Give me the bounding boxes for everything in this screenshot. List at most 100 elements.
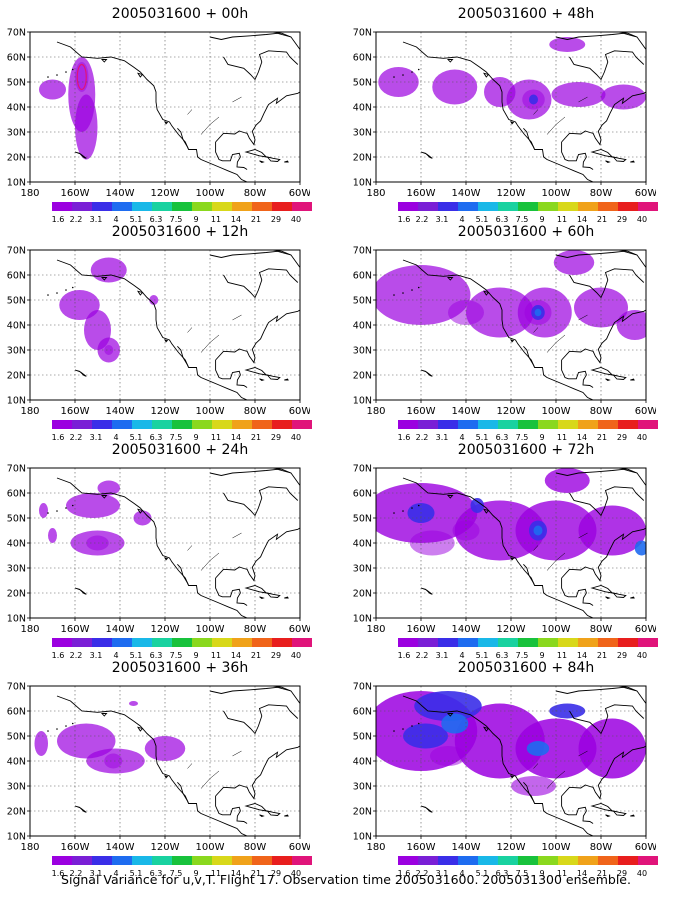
colorbar-swatch: [292, 638, 312, 647]
colorbar-swatch: [292, 856, 312, 865]
lon-tick-label: 80W: [590, 842, 613, 853]
variance-core: [534, 308, 542, 317]
lon-tick-label: 100W: [196, 624, 225, 635]
variance-core: [526, 741, 550, 756]
lon-tick-label: 120W: [497, 842, 526, 853]
colorbar-label: 1.6: [398, 869, 410, 878]
colorbar-swatch: [538, 856, 559, 865]
colorbar-swatch: [252, 202, 273, 211]
colorbar-swatch: [292, 202, 312, 211]
colorbar-label: 5.1: [476, 433, 489, 442]
variance-contour: [376, 265, 471, 325]
colorbar-swatch: [478, 638, 499, 647]
lon-tick-label: 120W: [497, 406, 526, 417]
colorbar-label: 7.5: [170, 869, 183, 878]
colorbar-label: 3.1: [436, 215, 449, 224]
colorbar-label: 40: [291, 215, 301, 224]
colorbar-swatch: [498, 420, 519, 429]
colorbar-swatch: [52, 420, 73, 429]
colorbar-label: 40: [291, 433, 301, 442]
colorbar-swatch: [498, 856, 519, 865]
colorbar-label: 40: [637, 869, 647, 878]
graticule: [376, 32, 646, 182]
colorbar-swatch: [638, 420, 658, 429]
colorbar-label: 21: [597, 433, 607, 442]
colorbar-swatch: [418, 638, 439, 647]
colorbar-label: 14: [577, 215, 587, 224]
coastlines: [393, 32, 646, 182]
lat-tick-label: 30N: [7, 782, 26, 793]
colorbar-label: 1.6: [398, 433, 410, 442]
lon-tick-label: 180: [20, 624, 39, 635]
colorbar-swatch: [478, 202, 499, 211]
colorbar-swatch: [72, 856, 93, 865]
lat-tick-label: 60N: [7, 53, 26, 64]
lon-tick-label: 160W: [407, 842, 436, 853]
variance-contour: [97, 480, 120, 496]
variance-contour: [515, 500, 597, 561]
panel-title: 2005031600 + 24h: [111, 442, 249, 458]
colorbar-label: 11: [557, 869, 567, 878]
colorbar-swatch: [578, 856, 599, 865]
colorbar-label: 14: [231, 215, 241, 224]
panel-title: 2005031600 + 12h: [111, 224, 249, 240]
colorbar-swatch: [132, 202, 153, 211]
lon-tick-label: 120W: [497, 624, 526, 635]
variance-core: [634, 540, 646, 556]
lon-tick-label: 140W: [452, 188, 481, 199]
colorbar-label: 11: [211, 433, 221, 442]
colorbar-label: 11: [557, 433, 567, 442]
lat-tick-label: 30N: [7, 346, 26, 357]
colorbar-label: 4: [113, 433, 118, 442]
colorbar-swatch: [252, 638, 273, 647]
colorbar-label: 40: [637, 215, 647, 224]
colorbar-swatch: [252, 420, 273, 429]
colorbar-label: 14: [577, 869, 587, 878]
colorbar-swatch: [518, 420, 539, 429]
colorbar-label: 3.1: [90, 215, 103, 224]
colorbar-swatch: [518, 856, 539, 865]
variance-contour: [553, 250, 595, 275]
colorbar-swatch: [72, 420, 93, 429]
variance-field: [59, 257, 159, 363]
colorbar-label: 21: [597, 215, 607, 224]
lat-tick-label: 30N: [353, 346, 372, 357]
colorbar-swatch: [418, 856, 439, 865]
colorbar-swatch: [578, 202, 599, 211]
colorbar-swatch: [72, 638, 93, 647]
forecast-panel: 2005031600 + 12h 70N 60N 50N 40N 30N 20N 10N 180…: [0, 224, 312, 442]
colorbar-swatch: [272, 856, 293, 865]
lat-tick-label: 50N: [353, 296, 372, 307]
variance-contour: [551, 82, 606, 107]
colorbar-label: 7.5: [516, 651, 529, 660]
colorbar-swatch: [398, 856, 419, 865]
variance-contour: [448, 300, 484, 325]
colorbar-label: 4: [459, 869, 464, 878]
variance-core: [76, 63, 87, 91]
lon-tick-label: 100W: [542, 188, 571, 199]
colorbar-label: 29: [617, 433, 627, 442]
lat-tick-label: 50N: [7, 514, 26, 525]
colorbar-swatch: [52, 202, 73, 211]
colorbar-label: 21: [251, 651, 261, 660]
lon-tick-label: 140W: [106, 624, 135, 635]
colorbar-label: 6.3: [150, 869, 163, 878]
colorbar-swatch: [598, 420, 619, 429]
lon-tick-label: 60W: [289, 842, 310, 853]
colorbar-swatch: [152, 856, 173, 865]
colorbar-label: 7.5: [170, 215, 183, 224]
colorbar-swatch: [438, 638, 459, 647]
colorbar: 1.6 2.2 3.1 4 5.1 6.3 7.5 9 11 14 21 29 40: [398, 420, 658, 442]
variance-contour: [144, 736, 186, 761]
figure-caption: Signal Variance for u,v,T. Flight 17. Ob…: [61, 872, 631, 887]
colorbar-label: 1.6: [52, 869, 64, 878]
lat-tick-label: 10N: [353, 614, 372, 625]
coastlines: [47, 686, 300, 836]
colorbar-label: 29: [617, 869, 627, 878]
colorbar-swatch: [398, 638, 419, 647]
lat-tick-label: 50N: [353, 514, 372, 525]
lon-tick-label: 160W: [61, 624, 90, 635]
